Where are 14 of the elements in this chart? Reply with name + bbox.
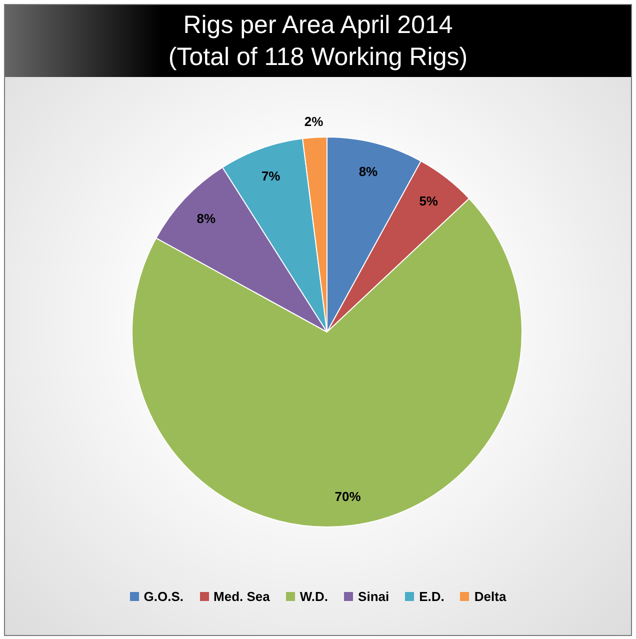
slice-label: W.D. <box>300 589 328 604</box>
data-label: 7% <box>261 168 281 184</box>
data-label: 70% <box>334 488 362 504</box>
data-label: 5% <box>419 194 438 209</box>
legend-label: Delta <box>474 589 506 604</box>
data-label: 2% <box>304 114 324 129</box>
chart-subtitle: (Total of 118 Working Rigs) <box>167 42 469 73</box>
data-label: 8% <box>196 211 216 226</box>
legend-label: Med. Sea <box>214 589 270 604</box>
legend-label: G.O.S. <box>144 589 184 604</box>
legend-label: Sinai <box>358 589 390 604</box>
chart-title: Rigs per Area April 2014 <box>182 10 454 41</box>
legend-label: E.D. <box>419 589 444 604</box>
data-label: 8% <box>358 164 378 179</box>
